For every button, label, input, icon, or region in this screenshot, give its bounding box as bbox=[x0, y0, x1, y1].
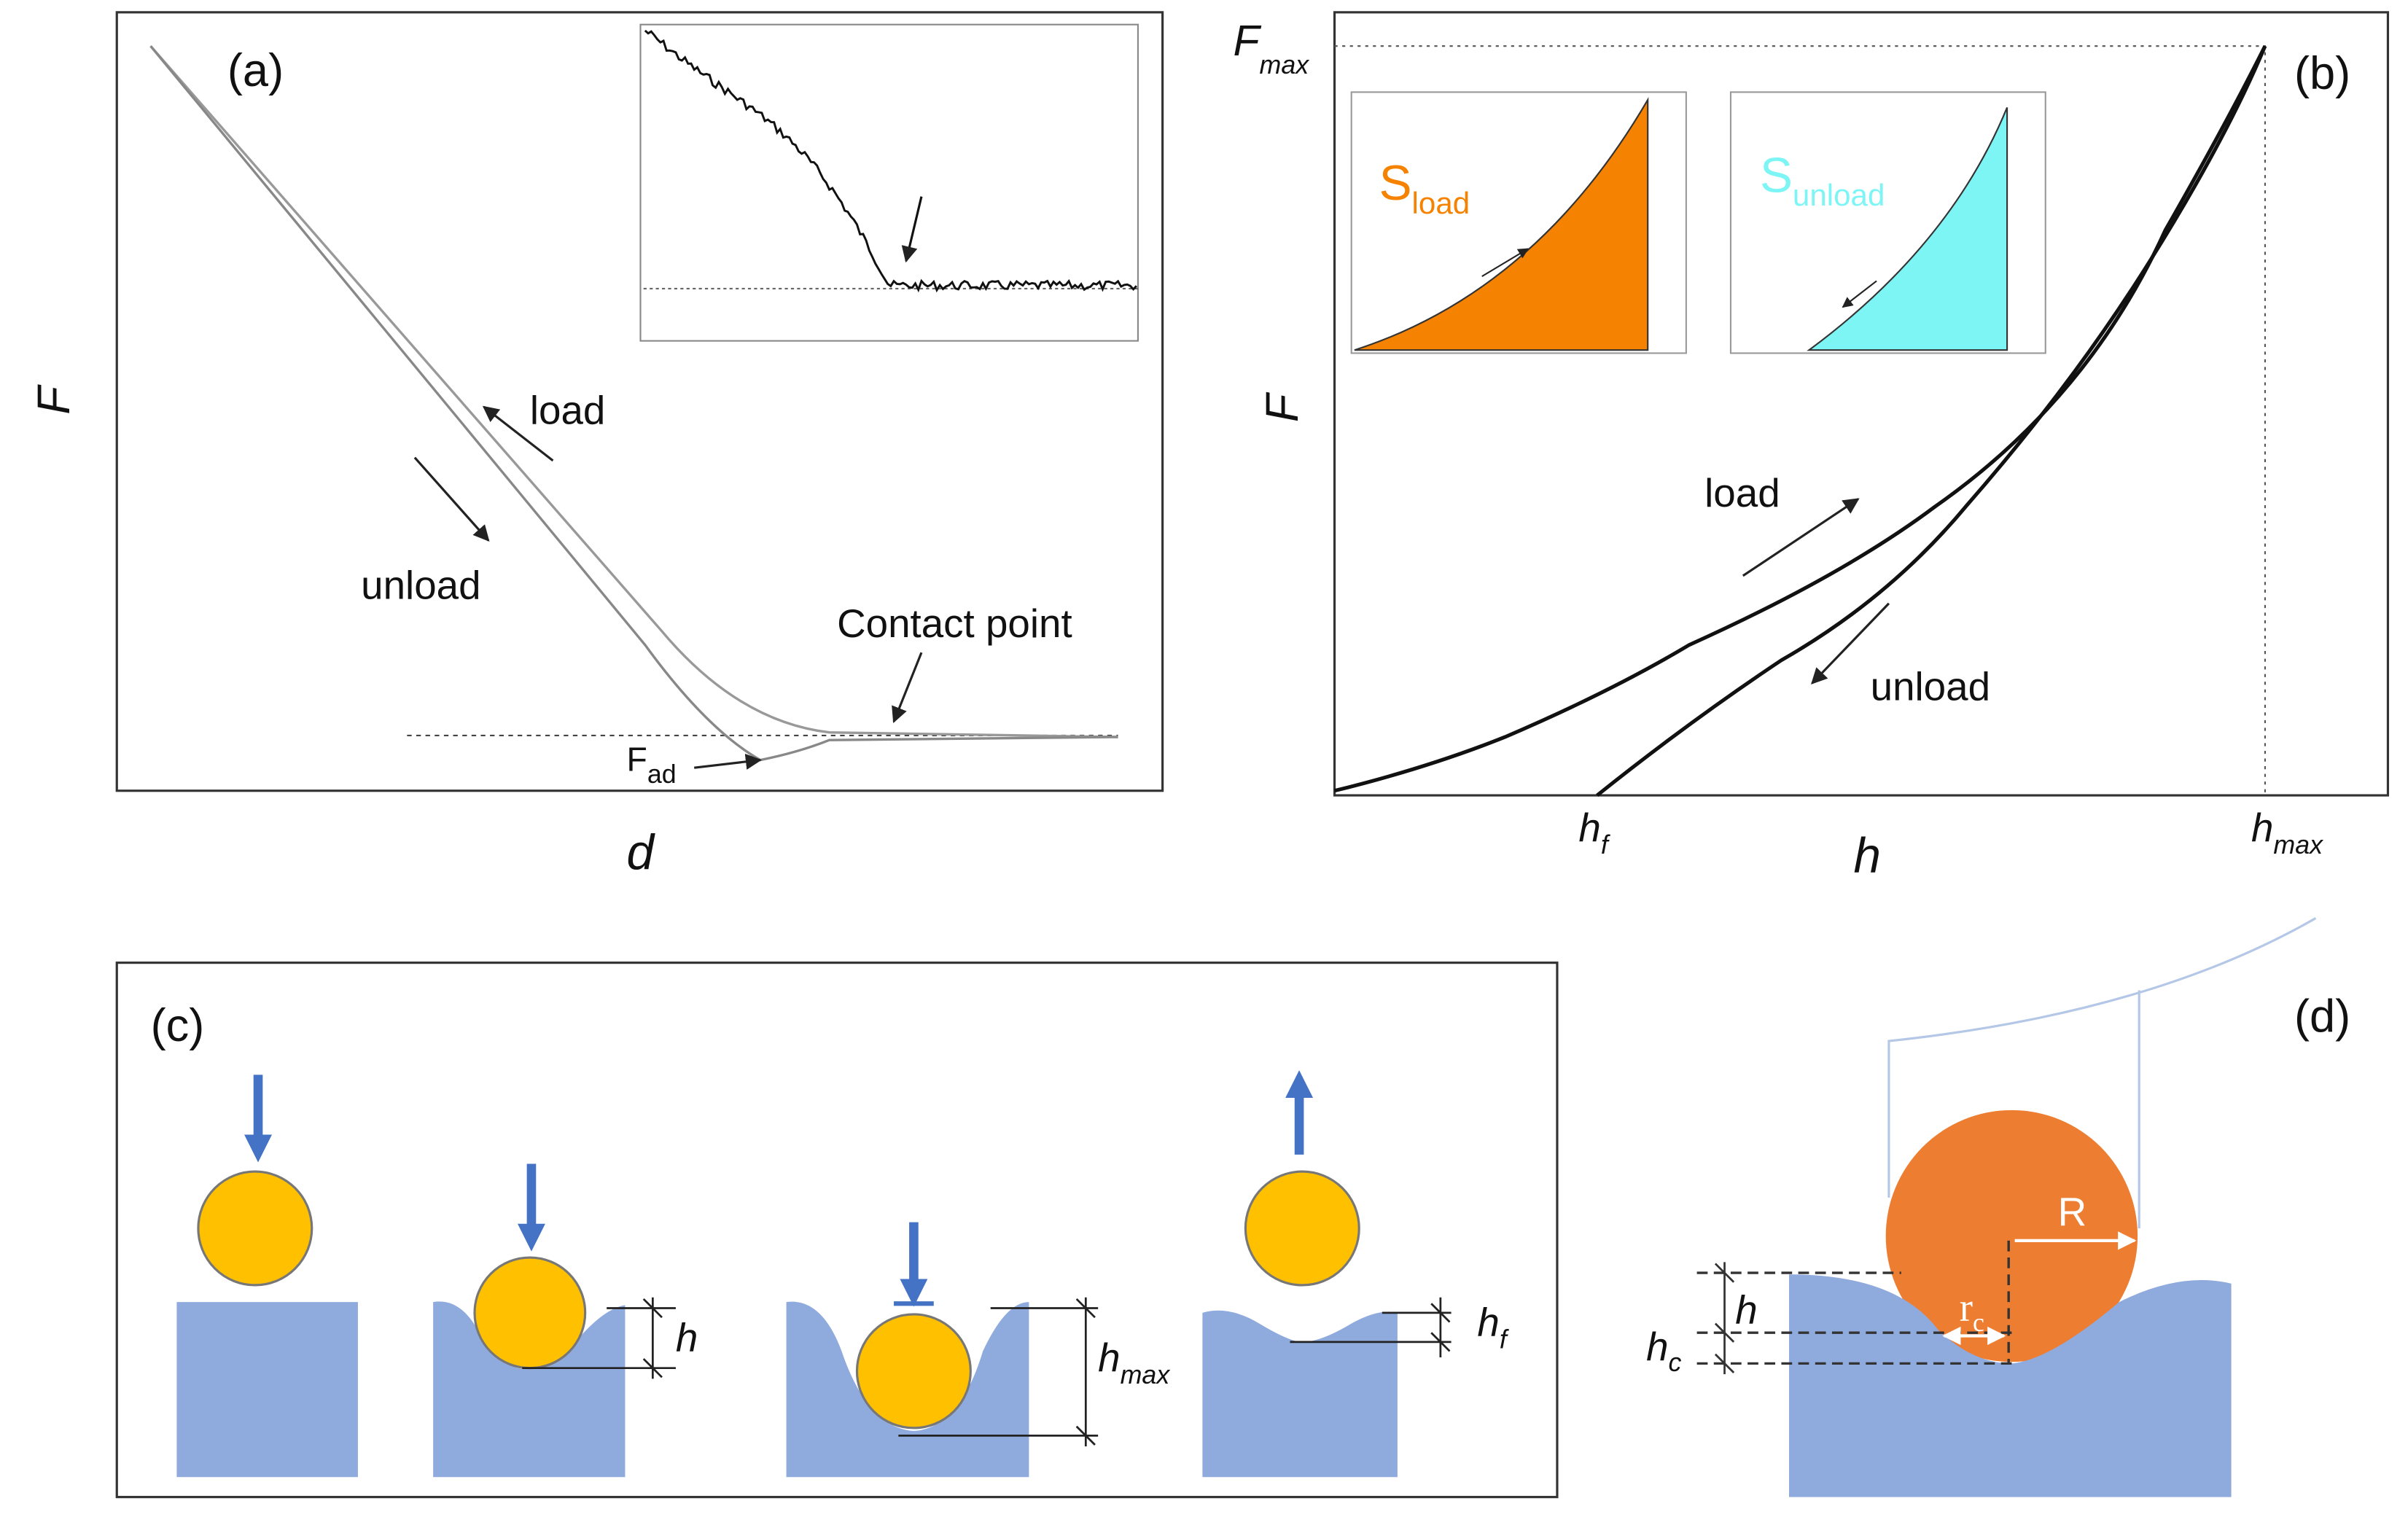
arrow bbox=[892, 652, 923, 724]
panel-d: (d) R rc h hc bbox=[1646, 917, 2350, 1497]
frame bbox=[115, 11, 1164, 792]
unload-label: unload bbox=[361, 562, 480, 607]
arrow bbox=[1842, 280, 1877, 308]
arrow bbox=[1481, 248, 1530, 278]
arrow bbox=[1811, 602, 1890, 685]
hmax-label: hmax bbox=[1098, 1335, 1170, 1389]
x-axis-label: d bbox=[627, 825, 656, 880]
panel-b: Sload Sunload (b) F h Fmax hf hmax load … bbox=[1234, 11, 2390, 883]
sunload-label: Sunload bbox=[1760, 148, 1885, 212]
ball bbox=[473, 1256, 587, 1370]
panel-a: (a) F d load unload Contact point Fad bbox=[28, 11, 1164, 880]
frame bbox=[115, 962, 1559, 1499]
substrate bbox=[1202, 1310, 1398, 1478]
hf-label: hf bbox=[1477, 1299, 1509, 1354]
arrow bbox=[413, 456, 490, 542]
dimensions bbox=[522, 1297, 1452, 1447]
panel-label: (b) bbox=[2294, 48, 2350, 99]
sload-label: Sload bbox=[1379, 156, 1470, 220]
arrow bbox=[901, 196, 923, 263]
hc-label: hc bbox=[1646, 1324, 1681, 1377]
fmax-label: Fmax bbox=[1234, 17, 1310, 79]
ball bbox=[855, 1313, 972, 1430]
substrate bbox=[176, 1302, 358, 1478]
inset bbox=[639, 23, 1139, 342]
fad-label: Fad bbox=[627, 740, 677, 789]
panel-label: (d) bbox=[2294, 991, 2350, 1042]
y-axis-label: F bbox=[1257, 391, 1308, 422]
hmax-label: hmax bbox=[2251, 805, 2323, 859]
load-label: load bbox=[530, 387, 606, 432]
frame bbox=[1333, 11, 2390, 797]
indenter bbox=[1887, 917, 2317, 1229]
unload-curve bbox=[1596, 45, 2267, 798]
balls bbox=[197, 1170, 1360, 1430]
arrow bbox=[694, 753, 762, 770]
x-axis-label: h bbox=[1853, 828, 1880, 883]
h-label: h bbox=[1735, 1287, 1757, 1333]
ball bbox=[197, 1170, 313, 1287]
guides bbox=[1696, 1240, 2012, 1365]
load-curve bbox=[1333, 45, 2267, 793]
r-label: R bbox=[2058, 1189, 2087, 1234]
arrow bbox=[1742, 498, 1860, 577]
rc-label: rc bbox=[1960, 1284, 1984, 1337]
substrate bbox=[433, 1301, 626, 1478]
substrate bbox=[1788, 1274, 2232, 1497]
panel-label: (a) bbox=[227, 45, 284, 96]
ball bbox=[1244, 1170, 1360, 1287]
load-area bbox=[1354, 97, 1649, 351]
load-curve bbox=[149, 45, 1118, 738]
contact-label: Contact point bbox=[837, 601, 1072, 646]
inset-curve bbox=[644, 29, 1137, 293]
unload-area bbox=[1807, 107, 2008, 351]
hf-label: hf bbox=[1578, 805, 1610, 859]
arrow bbox=[482, 405, 554, 462]
indenter-ball bbox=[1885, 1110, 2138, 1362]
panel-label: (c) bbox=[151, 1000, 205, 1051]
dimension bbox=[1714, 1262, 1735, 1375]
panel-c: (c) h hmax hf bbox=[115, 962, 1559, 1499]
arrows bbox=[244, 1070, 1314, 1307]
unload-label: unload bbox=[1871, 663, 1990, 709]
unload-curve bbox=[149, 45, 1118, 762]
load-label: load bbox=[1704, 470, 1780, 515]
h-label: h bbox=[676, 1315, 698, 1360]
substrate bbox=[786, 1301, 1029, 1478]
y-axis-label: F bbox=[28, 384, 79, 415]
